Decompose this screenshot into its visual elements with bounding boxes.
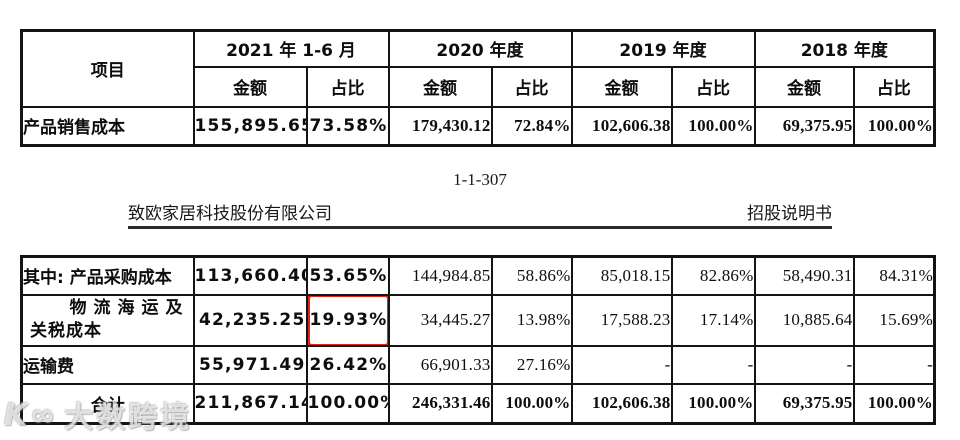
- cell-value: 246,331.46: [387, 382, 493, 425]
- cell-value: 42,235.25: [192, 293, 308, 347]
- row-label: 合计: [20, 382, 195, 425]
- cell-value: 26.42%: [305, 344, 390, 385]
- row-label: 其中: 产品采购成本: [20, 255, 195, 296]
- cell-value: 84.31%: [852, 255, 936, 296]
- cell-value: 211,867.14: [192, 382, 308, 425]
- cost-summary-table: 项目 2021 年 1-6 月 2020 年度 2019 年度 2018 年度 …: [20, 29, 937, 147]
- cell-value: 85,018.15: [570, 255, 673, 296]
- highlighted-cell: 19.93%: [305, 293, 390, 347]
- cell-value: 17.14%: [670, 293, 756, 347]
- table-row: 物流海运及 关税成本 42,235.25 19.93% 34,445.27 13…: [20, 293, 936, 347]
- cell-value: 102,606.38: [570, 382, 673, 425]
- cell-value: 58.86%: [490, 255, 573, 296]
- row-label: 物流海运及 关税成本: [20, 293, 195, 347]
- cell-value: 72.84%: [490, 105, 573, 147]
- cell-value: 15.69%: [852, 293, 936, 347]
- table-row: 产品销售成本 155,895.65 73.58% 179,430.12 72.8…: [20, 105, 936, 147]
- row-label-line1: 物流海运及: [69, 298, 190, 318]
- table-row: 其中: 产品采购成本 113,660.40 53.65% 144,984.85 …: [20, 255, 936, 296]
- cell-value: 69,375.95: [753, 105, 855, 147]
- cost-breakdown-table: 其中: 产品采购成本 113,660.40 53.65% 144,984.85 …: [20, 255, 936, 425]
- watermark: K∞ 大数跨境: [4, 394, 192, 436]
- row-label: 运输费: [20, 344, 195, 385]
- cell-value: 100.00%: [305, 382, 390, 425]
- cell-value: 100.00%: [670, 382, 756, 425]
- table1-ratio-header: 占比: [852, 65, 936, 108]
- cell-value: 17,588.23: [570, 293, 673, 347]
- cell-value: 100.00%: [852, 382, 936, 425]
- cell-value: 10,885.64: [753, 293, 855, 347]
- row-label-line2: 关税成本: [30, 321, 102, 341]
- table1-period-2020: 2020 年度: [387, 29, 573, 68]
- watermark-logo-icon: K∞: [4, 397, 59, 433]
- cell-value: 113,660.40: [192, 255, 308, 296]
- cell-value: -: [570, 344, 673, 385]
- page-number: 1-1-307: [453, 170, 507, 189]
- cell-value: 53.65%: [305, 255, 390, 296]
- cell-value: -: [753, 344, 855, 385]
- company-name: 致欧家居科技股份有限公司: [128, 204, 332, 223]
- table1-ratio-header: 占比: [670, 65, 756, 108]
- cell-value: 13.98%: [490, 293, 573, 347]
- table-row-total: 合计 211,867.14 100.00% 246,331.46 100.00%…: [20, 382, 936, 425]
- cell-value: 82.86%: [670, 255, 756, 296]
- table1-period-2018: 2018 年度: [753, 29, 936, 68]
- cell-value: 179,430.12: [387, 105, 493, 147]
- cell-value: 100.00%: [670, 105, 756, 147]
- cell-value: 100.00%: [852, 105, 936, 147]
- cell-value: 144,984.85: [387, 255, 493, 296]
- table1-ratio-header: 占比: [490, 65, 573, 108]
- table1-period-2021: 2021 年 1-6 月: [192, 29, 390, 68]
- table1-item-header: 项目: [20, 29, 195, 108]
- table1-amount-header: 金额: [570, 65, 673, 108]
- cell-value: 100.00%: [490, 382, 573, 425]
- table1-ratio-header: 占比: [305, 65, 390, 108]
- table1-amount-header: 金额: [192, 65, 308, 108]
- cell-value: 34,445.27: [387, 293, 493, 347]
- table-row: 运输费 55,971.49 26.42% 66,901.33 27.16% - …: [20, 344, 936, 385]
- document-type: 招股说明书: [747, 204, 832, 223]
- cell-value: 58,490.31: [753, 255, 855, 296]
- cell-value: 155,895.65: [192, 105, 308, 147]
- cell-value: 69,375.95: [753, 382, 855, 425]
- table1-amount-header: 金额: [753, 65, 855, 108]
- cell-value: 73.58%: [305, 105, 390, 147]
- row-label: 产品销售成本: [20, 105, 195, 147]
- cell-value: -: [852, 344, 936, 385]
- watermark-text: 大数跨境: [64, 400, 193, 434]
- cell-value: 102,606.38: [570, 105, 673, 147]
- cell-value: 27.16%: [490, 344, 573, 385]
- cell-value: 66,901.33: [387, 344, 493, 385]
- cell-value: 19.93%: [309, 310, 388, 330]
- cell-value: -: [670, 344, 756, 385]
- table1-amount-header: 金额: [387, 65, 493, 108]
- document-header: 致欧家居科技股份有限公司 招股说明书: [128, 199, 832, 224]
- header-rule: [128, 226, 832, 229]
- cell-value: 55,971.49: [192, 344, 308, 385]
- table1-period-2019: 2019 年度: [570, 29, 756, 68]
